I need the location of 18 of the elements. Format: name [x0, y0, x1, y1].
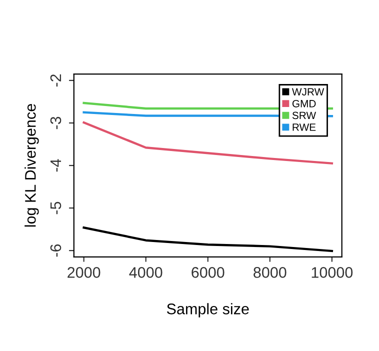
y-tick-label: -6: [50, 244, 62, 257]
line-series: [82, 121, 334, 164]
legend-label: WJRW: [292, 88, 324, 96]
legend-label: SRW: [292, 112, 316, 120]
x-tick-label: 2000: [68, 267, 100, 278]
x-tick-label: 4000: [129, 267, 162, 278]
legend-label: GMD: [292, 100, 316, 108]
y-axis-title: log KL Divergence: [24, 104, 39, 227]
y-tick-label: -5: [50, 202, 62, 214]
y-tick-label: -4: [50, 159, 62, 172]
legend-label: RWE: [292, 124, 316, 131]
y-tick-label: -2: [50, 74, 62, 87]
x-tick-label: 10000: [312, 267, 353, 278]
x-tick-label: 6000: [192, 267, 224, 278]
x-axis-title: Sample size: [166, 303, 249, 318]
x-tick-label: 8000: [254, 267, 286, 278]
y-tick-label: -3: [50, 116, 62, 130]
line-series: [82, 226, 334, 252]
